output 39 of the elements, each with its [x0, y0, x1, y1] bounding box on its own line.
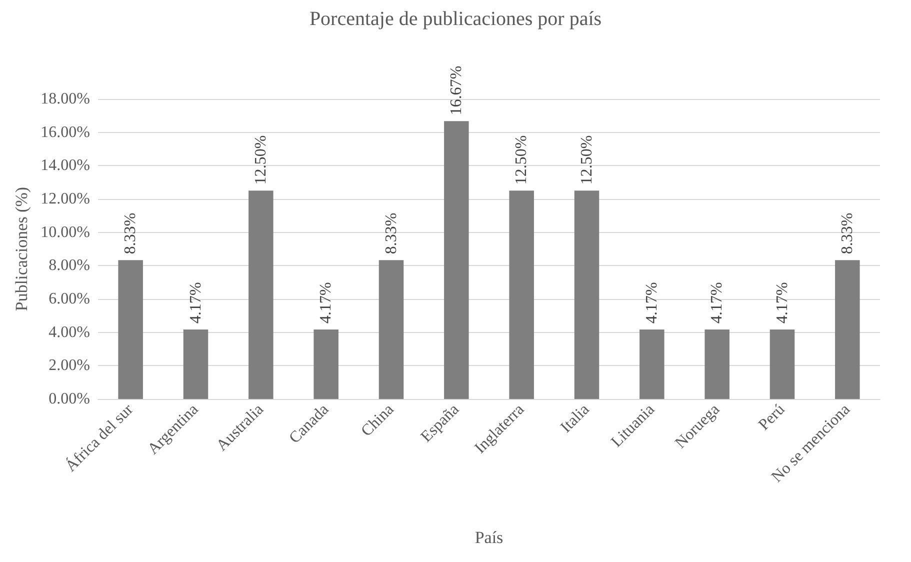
bar [183, 330, 208, 399]
y-tick-label: 10.00% [40, 224, 90, 241]
y-tick-label: 6.00% [48, 290, 90, 308]
bar [770, 330, 795, 399]
bar [248, 190, 274, 399]
data-label: 16.67% [448, 66, 465, 116]
y-tick-label: 4.00% [48, 324, 90, 341]
y-tick-label: 18.00% [40, 90, 90, 108]
data-label: 8.33% [838, 212, 856, 254]
bar [574, 190, 600, 399]
y-tick-label: 8.00% [48, 257, 90, 274]
data-label: 4.17% [187, 282, 204, 324]
y-tick-label: 16.00% [40, 124, 90, 141]
bar [509, 190, 534, 399]
chart-title: Porcentaje de publicaciones por país [309, 8, 602, 30]
bar [118, 260, 143, 399]
data-label: 12.50% [578, 135, 596, 185]
y-axis-title: Publicaciones (%) [12, 186, 31, 312]
y-tick-label: 14.00% [40, 157, 90, 174]
data-label: 8.33% [122, 212, 140, 254]
y-tick-label: 0.00% [48, 390, 90, 408]
bar [640, 330, 664, 399]
data-label: 12.50% [252, 135, 270, 185]
data-label: 4.17% [643, 282, 660, 324]
bar [314, 330, 338, 399]
data-label: 4.17% [318, 282, 335, 324]
x-tick-label: Italia [558, 400, 593, 436]
x-axis-title: País [474, 528, 504, 547]
y-tick-label: 12.00% [40, 190, 90, 208]
data-label: 4.17% [708, 282, 726, 324]
bar [378, 260, 404, 399]
x-tick-label: Perú [756, 400, 788, 434]
bar [444, 121, 469, 399]
bar [835, 260, 860, 399]
data-label: 12.50% [513, 135, 530, 185]
y-tick-label: 2.00% [48, 357, 90, 374]
data-label: 8.33% [382, 212, 400, 254]
data-label: 4.17% [774, 282, 791, 324]
bar [704, 330, 730, 399]
